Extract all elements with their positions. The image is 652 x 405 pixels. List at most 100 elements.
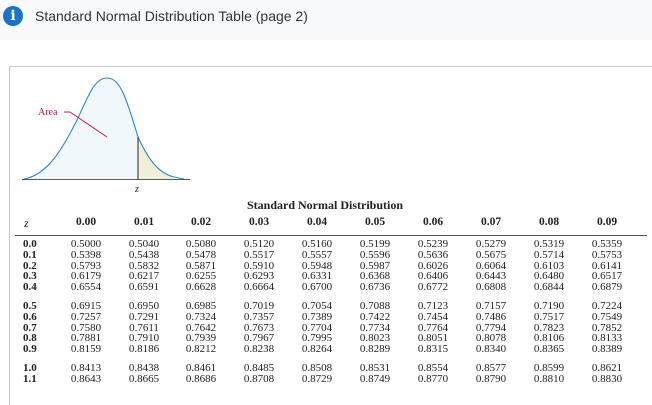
table-cell: 0.7995 (301, 332, 333, 345)
table-panel: Area z Standard Normal Distribution z 0.… (9, 66, 652, 405)
table-cell: 0.6179 (70, 270, 102, 283)
table-cell: 0.8577 (475, 362, 507, 374)
column-header-0.04: 0.04 (306, 216, 328, 228)
row-z-value: 0.1 (23, 248, 37, 261)
column-header-0.01: 0.01 (133, 216, 155, 228)
table-cell: 0.7642 (185, 321, 217, 334)
table-cell: 0.5478 (185, 248, 217, 261)
table-cell: 0.7422 (359, 310, 391, 323)
table-cell: 0.7734 (359, 321, 391, 334)
z-label: z (134, 184, 139, 195)
table-cell: 0.5832 (128, 259, 160, 272)
table-cell: 0.5040 (128, 238, 160, 250)
table-cell: 0.8665 (128, 372, 160, 385)
table-cell: 0.6406 (417, 270, 449, 283)
row-z-value: 0.5 (23, 300, 37, 312)
row-z-value: 0.8 (23, 332, 37, 345)
table-cell: 0.6700 (301, 281, 333, 294)
table-cell: 0.6368 (359, 270, 391, 283)
table-cell: 0.7517 (533, 310, 565, 323)
table-cell: 0.5319 (533, 238, 565, 250)
table-cell: 0.8051 (417, 332, 449, 345)
table-cell: 0.5987 (359, 259, 391, 272)
dialog-title: Standard Normal Distribution Table (page… (35, 8, 308, 24)
table-cell: 0.6664 (243, 281, 275, 294)
table-cell: 0.7157 (475, 300, 507, 312)
table-cell: 0.7224 (591, 300, 623, 312)
table-cell: 0.7123 (417, 300, 449, 312)
table-cell: 0.8830 (591, 372, 623, 385)
row-z-value: 0.6 (23, 310, 37, 323)
column-header-0.05: 0.05 (364, 216, 386, 228)
table-cell: 0.7389 (301, 310, 333, 323)
table-cell: 0.7881 (70, 332, 102, 345)
table-cell: 0.8133 (591, 332, 623, 345)
table-cell: 0.7939 (185, 332, 217, 345)
table-cell: 0.5080 (185, 238, 217, 250)
table-cell: 0.7486 (475, 310, 507, 323)
table-cell: 0.8686 (185, 372, 217, 385)
table-cell: 0.6844 (533, 281, 565, 294)
row-z-value: 1.0 (23, 362, 37, 374)
table-cell: 0.6443 (475, 270, 507, 283)
table-cell: 0.8554 (417, 362, 449, 374)
shaded-area-region (24, 78, 138, 179)
table-cell: 0.6217 (128, 270, 160, 283)
table-cell: 0.7704 (301, 321, 333, 334)
table-cell: 0.8078 (475, 332, 507, 345)
table-cell: 0.8438 (128, 362, 160, 374)
dialog-header: i Standard Normal Distribution Table (pa… (0, 0, 652, 40)
header-rule (15, 235, 647, 236)
table-cell: 0.7580 (70, 321, 102, 334)
normal-curve-figure: Area z (22, 77, 190, 195)
table-cell: 0.7257 (70, 310, 102, 323)
table-cell: 0.8729 (301, 372, 333, 385)
table-cell: 0.8643 (70, 372, 102, 385)
table-cell: 0.5675 (475, 248, 507, 261)
table-cell: 0.6985 (185, 300, 217, 312)
column-header-0.09: 0.09 (596, 216, 618, 228)
table-cell: 0.5871 (185, 259, 217, 272)
table-cell: 0.6736 (359, 281, 391, 294)
table-cell: 0.7357 (243, 310, 275, 323)
column-header-0.02: 0.02 (190, 216, 212, 228)
column-header-0.08: 0.08 (538, 216, 560, 228)
table-cell: 0.6103 (533, 259, 565, 272)
table-cell: 0.8790 (475, 372, 507, 385)
table-cell: 0.8289 (359, 343, 391, 356)
table-cell: 0.5160 (301, 238, 333, 250)
table-cell: 0.7324 (185, 310, 217, 323)
table-cell: 0.7967 (243, 332, 275, 345)
table-cell: 0.7088 (359, 300, 391, 312)
table-cell: 0.5753 (591, 248, 623, 261)
table-cell: 0.8749 (359, 372, 391, 385)
table-cell: 0.6879 (591, 281, 623, 294)
table-cell: 0.5239 (417, 238, 449, 250)
column-header-0.00: 0.00 (75, 216, 97, 228)
table-cell: 0.5199 (359, 238, 391, 250)
table-cell: 0.5596 (359, 248, 391, 261)
row-z-value: 0.0 (23, 238, 37, 250)
table-cell: 0.6808 (475, 281, 507, 294)
table-cell: 0.7823 (533, 321, 565, 334)
column-header-0.03: 0.03 (248, 216, 270, 228)
table-cell: 0.6591 (128, 281, 160, 294)
table-cell: 0.7852 (591, 321, 623, 334)
table-cell: 0.7019 (243, 300, 275, 312)
table-cell: 0.7611 (129, 321, 159, 334)
table-cell: 0.6293 (243, 270, 275, 283)
table-cell: 0.8315 (417, 343, 449, 356)
table-cell: 0.7190 (533, 300, 565, 312)
table-cell: 0.6772 (417, 281, 449, 294)
table-cell: 0.8365 (533, 343, 565, 356)
table-cell: 0.8770 (417, 372, 449, 385)
row-z-value: 0.9 (23, 343, 37, 356)
z-column-header: z (24, 216, 29, 230)
row-z-value: 0.3 (23, 270, 37, 283)
table-cell: 0.7673 (243, 321, 275, 334)
table-cell: 0.8186 (128, 343, 160, 356)
info-icon: i (3, 6, 23, 26)
table-cell: 0.5359 (591, 238, 623, 250)
table-cell: 0.6517 (591, 270, 623, 283)
table-cell: 0.6255 (185, 270, 217, 283)
